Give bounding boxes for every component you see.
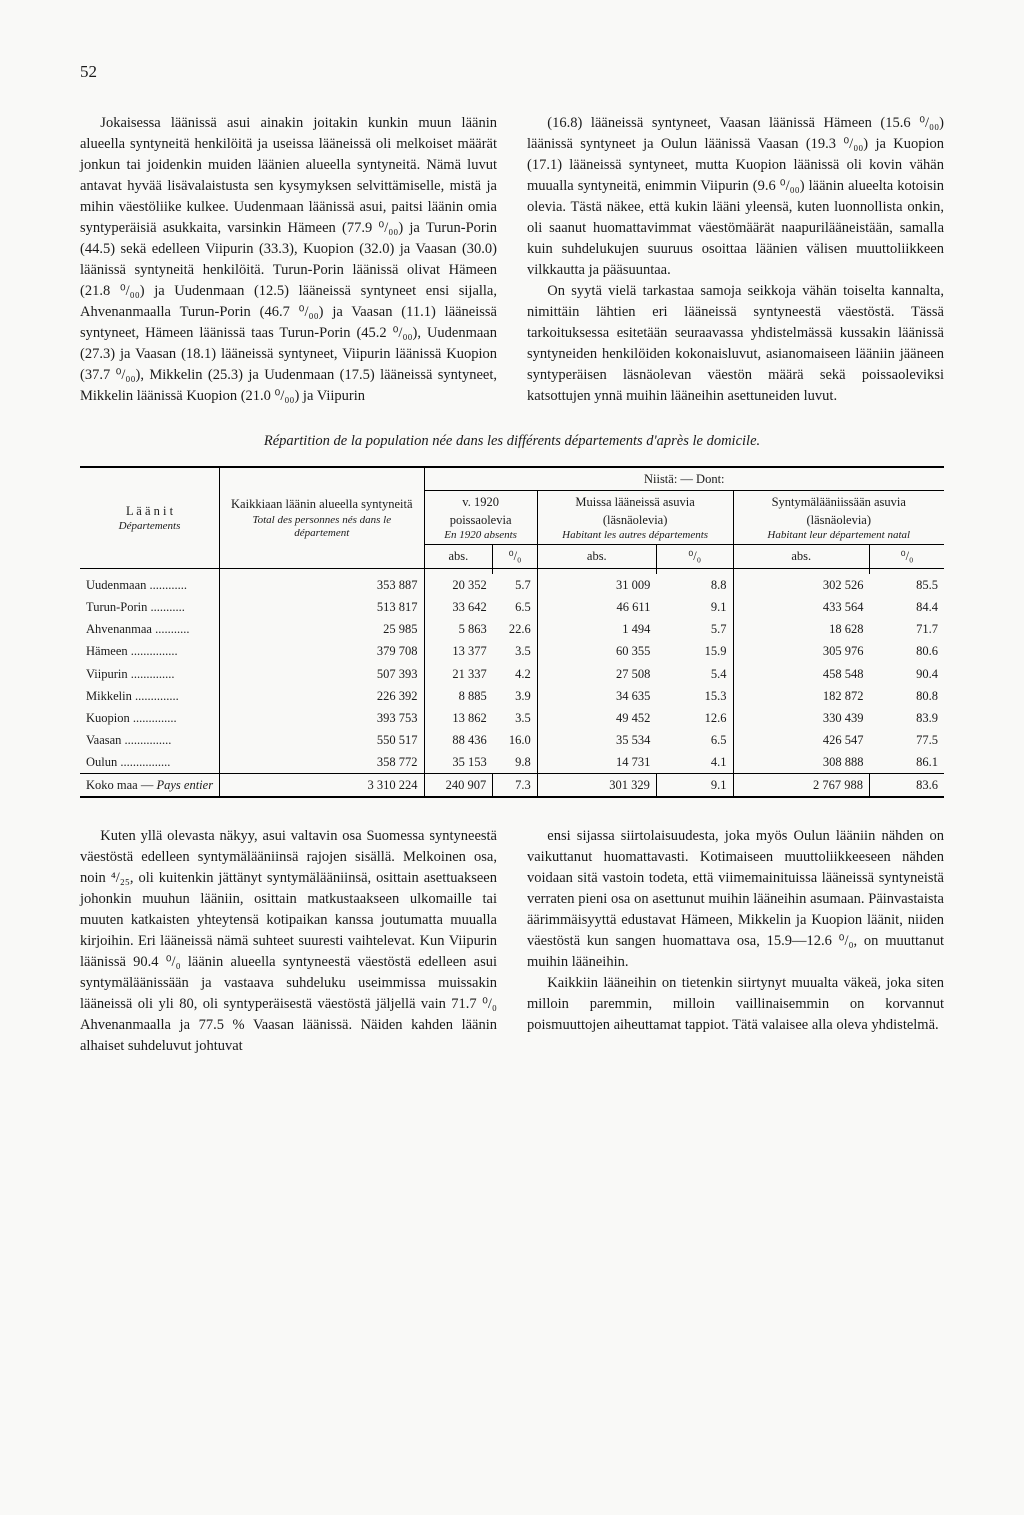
table-row: Kuopion ..............393 75313 8623.549… bbox=[80, 707, 944, 729]
lower-text-columns: Kuten yllä olevasta näkyy, asui valtavin… bbox=[80, 826, 944, 1057]
upper-right-paragraph-1: (16.8) lääneissä syntyneet, Vaasan lääni… bbox=[527, 113, 944, 281]
table-row: Mikkelin ..............226 3928 8853.934… bbox=[80, 685, 944, 707]
table-row: Hämeen ...............379 70813 3773.560… bbox=[80, 640, 944, 662]
col-muissa: Muissa lääneissä asuvia (läsnäolevia) Ha… bbox=[537, 491, 733, 545]
subcol-abs: abs. bbox=[424, 545, 493, 568]
table-row: Turun-Porin ...........513 81733 6426.54… bbox=[80, 596, 944, 618]
table-row: Oulun ................358 77235 1539.814… bbox=[80, 751, 944, 774]
lower-right-paragraph-1: ensi sijassa siirtolaisuudesta, joka myö… bbox=[527, 826, 944, 973]
table-title: Répartition de la population née dans le… bbox=[80, 431, 944, 452]
table-row: Uudenmaan ............353 88720 3525.731… bbox=[80, 574, 944, 596]
upper-right-paragraph-2: On syytä vielä tarkastaa samoja seikkoja… bbox=[527, 281, 944, 407]
subcol-abs: abs. bbox=[733, 545, 869, 568]
col-kaikkiaan: Kaikkiaan läänin alueella syntyneitä Tot… bbox=[220, 467, 424, 568]
population-table: L ä ä n i t Départements Kaikkiaan lääni… bbox=[80, 466, 944, 798]
subcol-pct: ⁰/₀ bbox=[493, 545, 537, 568]
lower-left-paragraph: Kuten yllä olevasta näkyy, asui valtavin… bbox=[80, 826, 497, 1057]
col-laanit: L ä ä n i t Départements bbox=[80, 467, 220, 568]
upper-text-columns: Jokaisessa läänissä asui ainakin joitaki… bbox=[80, 113, 944, 407]
page-number: 52 bbox=[80, 60, 944, 85]
col-niista: Niistä: — Dont: bbox=[424, 467, 944, 491]
table-total-row: Koko maa — Pays entier3 310 224240 9077.… bbox=[80, 774, 944, 798]
table-row: Ahvenanmaa ...........25 9855 86322.61 4… bbox=[80, 618, 944, 640]
lower-right-paragraph-2: Kaikkiin lääneihin on tietenkin siirtyny… bbox=[527, 973, 944, 1036]
col-synty: Syntymälääniissään asuvia (läsnäolevia) … bbox=[733, 491, 944, 545]
upper-left-paragraph: Jokaisessa läänissä asui ainakin joitaki… bbox=[80, 113, 497, 407]
subcol-pct: ⁰/₀ bbox=[656, 545, 733, 568]
table-row: Vaasan ...............550 51788 43616.03… bbox=[80, 729, 944, 751]
subcol-pct: ⁰/₀ bbox=[869, 545, 944, 568]
table-row: Viipurin ..............507 39321 3374.22… bbox=[80, 663, 944, 685]
subcol-abs: abs. bbox=[537, 545, 656, 568]
col-poissa: v. 1920 poissaolevia En 1920 absents bbox=[424, 491, 537, 545]
